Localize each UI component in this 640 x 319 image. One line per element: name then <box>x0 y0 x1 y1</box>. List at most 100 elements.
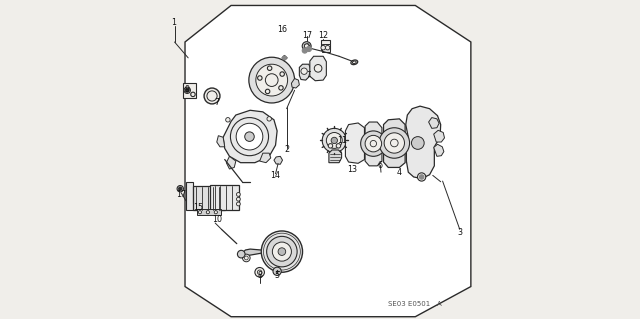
Circle shape <box>236 197 240 201</box>
Circle shape <box>255 268 264 277</box>
Text: 2: 2 <box>284 145 289 154</box>
Circle shape <box>365 135 381 152</box>
Circle shape <box>257 270 262 274</box>
Circle shape <box>302 42 311 50</box>
Circle shape <box>184 87 191 93</box>
Text: 15: 15 <box>193 203 203 211</box>
Polygon shape <box>406 106 441 179</box>
Text: 10: 10 <box>212 215 222 224</box>
Bar <box>321 44 330 51</box>
Circle shape <box>412 137 424 149</box>
Circle shape <box>336 144 340 148</box>
Circle shape <box>321 46 325 50</box>
Text: 14: 14 <box>271 171 280 180</box>
Circle shape <box>322 128 346 152</box>
Polygon shape <box>300 64 310 80</box>
Circle shape <box>226 118 230 122</box>
Polygon shape <box>365 122 382 166</box>
Circle shape <box>243 254 250 262</box>
Circle shape <box>417 173 426 181</box>
Circle shape <box>390 139 398 147</box>
Circle shape <box>267 236 297 267</box>
Polygon shape <box>260 153 271 163</box>
Circle shape <box>419 175 424 179</box>
Circle shape <box>258 76 262 80</box>
Polygon shape <box>282 55 287 60</box>
Circle shape <box>236 202 240 206</box>
Circle shape <box>268 66 272 70</box>
Circle shape <box>206 211 209 214</box>
Circle shape <box>249 57 294 103</box>
Text: 3: 3 <box>457 228 462 237</box>
Circle shape <box>191 92 195 97</box>
Circle shape <box>198 211 202 214</box>
Circle shape <box>279 85 283 90</box>
Circle shape <box>177 186 184 192</box>
Polygon shape <box>429 118 439 128</box>
Circle shape <box>273 267 281 275</box>
Circle shape <box>370 140 376 147</box>
Text: 12: 12 <box>318 31 328 40</box>
Text: 8: 8 <box>257 271 262 280</box>
Polygon shape <box>186 182 221 210</box>
Ellipse shape <box>353 61 356 63</box>
Circle shape <box>186 88 189 92</box>
Text: 1: 1 <box>172 19 177 27</box>
Text: 17: 17 <box>176 190 186 199</box>
Circle shape <box>244 256 248 260</box>
Circle shape <box>314 64 322 72</box>
Circle shape <box>302 48 307 53</box>
Circle shape <box>379 128 410 158</box>
Circle shape <box>244 132 254 141</box>
Polygon shape <box>329 150 342 163</box>
Polygon shape <box>346 123 364 163</box>
Polygon shape <box>193 187 225 210</box>
Circle shape <box>280 72 284 76</box>
Circle shape <box>214 211 218 214</box>
Polygon shape <box>434 130 445 142</box>
Circle shape <box>236 123 263 150</box>
Polygon shape <box>291 78 300 88</box>
Text: 4: 4 <box>397 168 402 177</box>
Circle shape <box>282 56 286 60</box>
Text: 11: 11 <box>337 136 348 145</box>
Text: 5: 5 <box>275 271 280 280</box>
Ellipse shape <box>351 60 358 65</box>
Circle shape <box>331 137 337 144</box>
Text: 17: 17 <box>302 31 312 40</box>
Text: 9: 9 <box>185 85 190 94</box>
Polygon shape <box>274 156 282 164</box>
Circle shape <box>384 133 404 153</box>
Text: 7: 7 <box>214 98 220 107</box>
Circle shape <box>328 144 333 148</box>
Polygon shape <box>185 5 471 317</box>
Circle shape <box>256 64 287 96</box>
Polygon shape <box>304 44 310 51</box>
Circle shape <box>179 187 182 190</box>
Polygon shape <box>227 156 236 169</box>
Circle shape <box>278 248 285 256</box>
Circle shape <box>326 132 342 148</box>
Bar <box>184 83 196 98</box>
Circle shape <box>237 250 245 258</box>
Polygon shape <box>434 144 444 156</box>
Circle shape <box>266 89 270 94</box>
Polygon shape <box>217 136 225 147</box>
Circle shape <box>267 117 271 121</box>
Text: 6: 6 <box>378 161 383 170</box>
Circle shape <box>273 242 291 261</box>
Circle shape <box>307 47 312 51</box>
Circle shape <box>361 131 386 156</box>
Polygon shape <box>211 185 239 210</box>
Bar <box>321 41 330 50</box>
Circle shape <box>305 44 309 48</box>
Polygon shape <box>223 110 277 163</box>
Polygon shape <box>310 56 326 81</box>
Circle shape <box>236 193 240 196</box>
Polygon shape <box>242 249 261 256</box>
Bar <box>196 209 221 215</box>
Text: 13: 13 <box>347 165 356 174</box>
Text: 16: 16 <box>277 25 287 34</box>
Circle shape <box>204 88 220 104</box>
Circle shape <box>266 74 278 86</box>
